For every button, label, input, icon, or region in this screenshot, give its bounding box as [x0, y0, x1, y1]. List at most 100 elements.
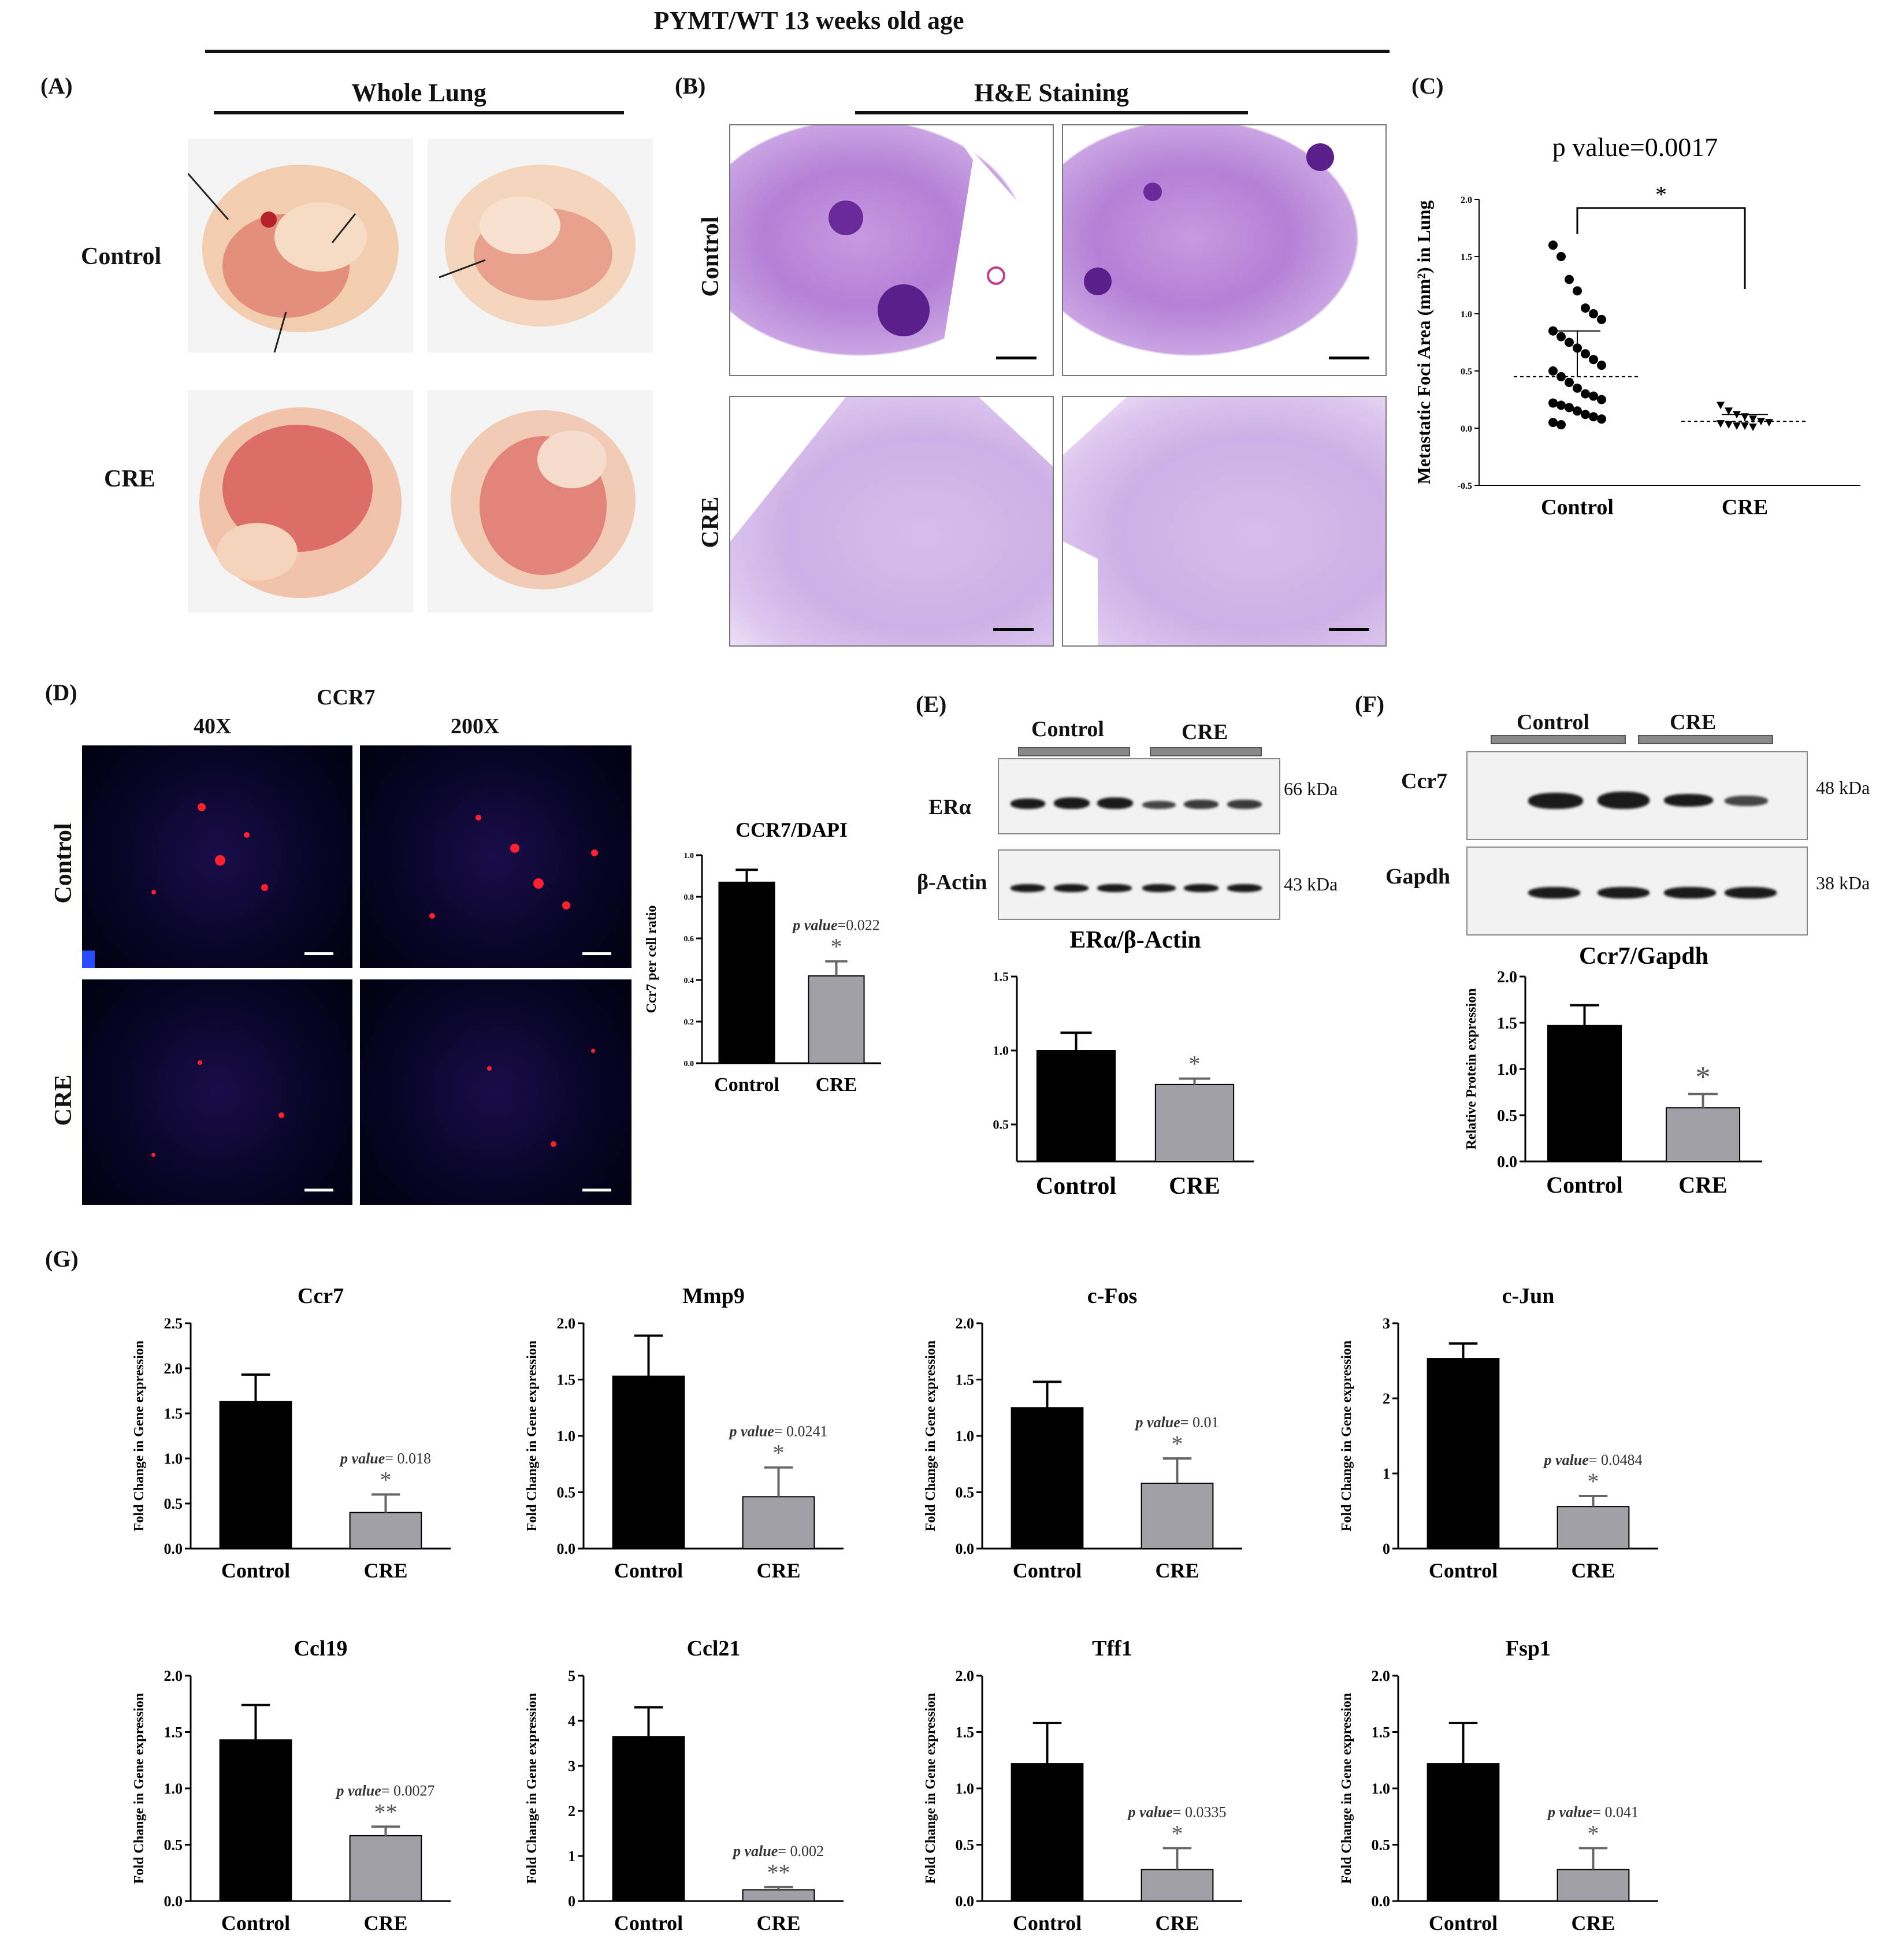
title-rule	[205, 50, 1390, 53]
y-tick-label: 1.0	[993, 1044, 1009, 1058]
y-axis-label: Fold Change in Gene expression	[132, 1341, 147, 1531]
y-tick-label: 1.5	[1372, 1724, 1391, 1741]
significance-marker: **	[767, 1859, 790, 1885]
x-tick-label: CRE	[363, 1911, 407, 1935]
data-point	[1556, 400, 1566, 410]
y-tick-label: 0.5	[164, 1495, 183, 1512]
chart-d-bar: CCR7/DAPI Ccr7 per cell ratio 0.0 0.2 0.4 0.6…	[644, 818, 881, 1096]
y-tick-label: 1.0	[164, 1780, 183, 1797]
blot-actin	[998, 849, 1280, 920]
panel-f-kda-38: 38 kDa	[1816, 873, 1870, 893]
chart-g-ccr7: Ccr7 Fold Change in Gene expression 0.0 0.5…	[132, 1284, 451, 1582]
y-axis-label: Ccr7 per cell ratio	[644, 905, 659, 1014]
x-tick-label: Control	[221, 1559, 290, 1582]
panel-e-group-control: Control	[1031, 717, 1104, 741]
data-point	[1548, 418, 1558, 428]
data-point	[1581, 349, 1590, 359]
y-axis-label: Fold Change in Gene expression	[923, 1341, 938, 1531]
bar-cre	[1556, 1869, 1630, 1902]
chart-title: Tff1	[1092, 1636, 1132, 1661]
x-tick-label: CRE	[1155, 1559, 1199, 1582]
y-tick-label: 0	[1383, 1540, 1390, 1557]
bar-cre	[742, 1889, 815, 1902]
bar-control	[1036, 1050, 1116, 1162]
blot-ccr7	[1466, 751, 1808, 840]
bar-cre	[742, 1496, 815, 1549]
data-point	[1556, 252, 1566, 261]
y-tick-label: 0.0	[684, 1060, 694, 1068]
panel-a-header: Whole Lung	[351, 79, 486, 107]
panel-letter-a: (A)	[40, 73, 73, 99]
chart-title: p value=0.0017	[1552, 132, 1718, 162]
p-value-label: p value= 0.018	[339, 1450, 431, 1467]
chart-title: Ccr7/Gapdh	[1579, 943, 1708, 970]
lung-photo-cre-1	[188, 390, 413, 612]
p-value-label: p value= 0.0241	[729, 1423, 828, 1440]
chart-c-scatter: p value=0.0017 Metastatic Foci Area (mm²)…	[1413, 132, 1860, 519]
y-tick-label: 0.5	[993, 1118, 1009, 1132]
panel-f-cre-bar	[1638, 735, 1773, 744]
p-value-label: p value= 0.0335	[1127, 1803, 1227, 1820]
data-point	[1589, 309, 1598, 318]
data-point	[1581, 410, 1590, 420]
lung-photo-control-2	[428, 139, 653, 352]
y-tick-label: 0.5	[1497, 1107, 1517, 1125]
significance-marker: *	[773, 1440, 785, 1466]
y-axis-label: Fold Change in Gene expression	[923, 1693, 938, 1884]
bar-cre	[1665, 1107, 1741, 1163]
y-tick-label: 1.0	[557, 1428, 576, 1445]
y-tick-label: 1.5	[1497, 1015, 1517, 1033]
chart-g-tff1: Tff1 Fold Change in Gene expression 0.0 0.5…	[923, 1636, 1242, 1935]
panel-b-label-cre: CRE	[697, 496, 724, 548]
p-value-label: p value=0.022	[792, 917, 879, 934]
bar-cre	[349, 1512, 422, 1550]
panel-e-cre-bar	[1150, 747, 1262, 756]
y-axis-label: Fold Change in Gene expression	[1339, 1693, 1354, 1884]
y-tick-label: 0.4	[684, 977, 694, 985]
bar-control	[1426, 1358, 1500, 1549]
panel-letter-b: (B)	[675, 73, 706, 99]
fluor-image-cre-40x	[82, 979, 352, 1205]
data-point	[1556, 332, 1566, 341]
blot-era	[998, 758, 1280, 834]
significance-marker: *	[1189, 1051, 1201, 1077]
y-tick-label: 1.5	[956, 1372, 975, 1389]
x-tick-label: CRE	[1722, 495, 1768, 519]
y-axis-label: Fold Change in Gene expression	[1339, 1341, 1354, 1531]
panel-d-label-cre: CRE	[50, 1074, 77, 1126]
x-tick-label: CRE	[363, 1559, 407, 1582]
y-tick-label: 4	[568, 1713, 575, 1729]
y-tick-label: 1.5	[1461, 253, 1472, 262]
chart-title: c-Jun	[1502, 1284, 1555, 1308]
y-axis-label: Fold Change in Gene expression	[525, 1693, 540, 1884]
y-tick-label: 0.0	[1461, 424, 1472, 434]
y-tick-label: 2	[568, 1803, 575, 1820]
data-point	[1573, 286, 1582, 296]
data-point	[1548, 366, 1558, 376]
y-tick-label: 1.0	[1461, 310, 1472, 320]
bar-control	[1547, 1024, 1622, 1162]
data-point	[1589, 412, 1598, 422]
y-tick-label: 2.0	[956, 1315, 975, 1332]
y-tick-label: 1	[568, 1848, 575, 1865]
data-point	[1741, 422, 1749, 430]
data-point	[1573, 383, 1582, 393]
y-tick-label: 0.5	[557, 1484, 576, 1501]
x-tick-label: CRE	[756, 1559, 800, 1582]
panel-d-stain: CCR7	[317, 685, 376, 710]
x-tick-label: CRE	[1155, 1911, 1199, 1935]
bar-control	[612, 1736, 685, 1902]
bar-cre	[1154, 1083, 1235, 1162]
y-tick-label: 0.0	[956, 1540, 975, 1557]
panel-f-band-ccr7: Ccr7	[1401, 769, 1448, 793]
p-value-label: p value= 0.0484	[1543, 1452, 1643, 1468]
panel-e-band-actin: β-Actin	[917, 870, 987, 894]
data-point	[1565, 337, 1574, 347]
bar-control	[219, 1739, 292, 1902]
y-tick-label: 1.5	[993, 970, 1009, 984]
data-point	[1725, 407, 1733, 415]
x-tick-label: Control	[1429, 1559, 1498, 1582]
panel-e-kda-43: 43 kDa	[1284, 874, 1338, 894]
chart-g-mmp9: Mmp9 Fold Change in Gene expression 0.0 0.5…	[525, 1284, 844, 1582]
y-tick-label: 3	[568, 1758, 575, 1775]
